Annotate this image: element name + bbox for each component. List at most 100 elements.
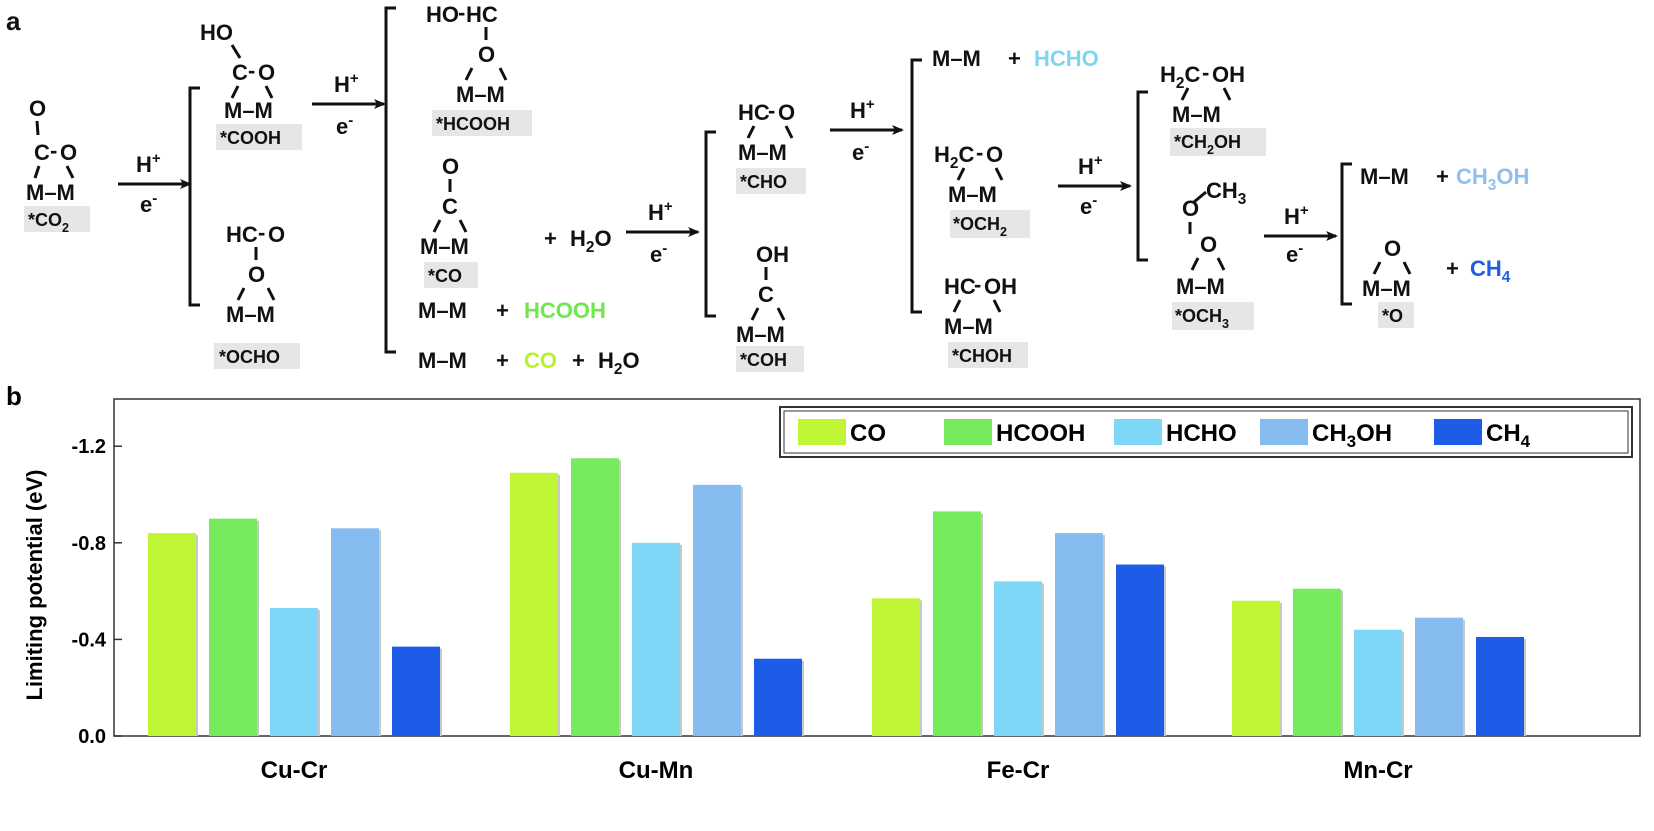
legend: CO HCOOH HCHO CH3OH CH4 (779, 406, 1633, 458)
atom-c: C (758, 282, 774, 307)
atom-mm: M–M (1176, 274, 1225, 299)
label-cooh: *COOH (220, 128, 281, 148)
product-co: CO (524, 348, 557, 373)
atom-hc: HC (738, 100, 770, 125)
label-co: *CO (428, 266, 462, 286)
atom-ho: HO (426, 2, 459, 27)
x-axis-labels: Cu-Cr Cu-Mn Fe-Cr Mn-Cr (261, 757, 1413, 784)
species-choh: HC - OH M–M *CHOH (944, 272, 1028, 368)
desorption-hcho: M–M + HCHO (932, 46, 1099, 71)
atom-h2c: H2​C (934, 142, 974, 172)
bar-ch4-cu-mn (754, 658, 802, 736)
legend-label: CO (850, 420, 886, 447)
y-tick-label: -0.8 (72, 533, 106, 555)
byproduct-h2o: H2​O (570, 226, 612, 256)
arrow-electron: e- (1286, 240, 1303, 267)
atom-oh: OH (1212, 62, 1245, 87)
legend-label: CH4 (1486, 420, 1531, 451)
atom-mm: M–M (456, 82, 505, 107)
desorption-products: M–M + HCOOH M–M + CO + H2​O (418, 298, 640, 378)
y-tick-label: -1.2 (72, 436, 106, 458)
plus-sign: + (1008, 46, 1021, 71)
atom-mm: M–M (1360, 164, 1409, 189)
arrow-proton: H+ (1284, 202, 1309, 229)
bracket-6 (1340, 162, 1352, 306)
bar-co-mn-cr (1232, 600, 1280, 736)
atom-o: O (60, 140, 77, 165)
bracket-1 (188, 86, 200, 307)
atom-mm: M–M (418, 348, 467, 373)
arrow-3: H+ e- (626, 198, 700, 267)
arrow-electron: e- (852, 138, 869, 165)
atom-dash: - (248, 58, 255, 83)
bracket-3 (704, 130, 716, 318)
atom-o: O (478, 42, 495, 67)
arrow-electron: e- (140, 190, 157, 217)
atom-mm: M–M (420, 234, 469, 259)
bar-ch3oh-cu-cr (331, 528, 379, 736)
atom-dash: - (258, 220, 265, 245)
legend-frame (779, 406, 1633, 458)
atom-h2c: H2​C (1160, 62, 1200, 92)
bar-hcho-mn-cr (1354, 629, 1402, 736)
x-tick-label: Fe-Cr (987, 757, 1050, 784)
species-o: O M–M *O + CH4​ (1362, 236, 1511, 328)
bar-hcooh-cu-mn (571, 458, 619, 736)
bar-co-fe-cr (872, 598, 920, 736)
atom-o: O (268, 222, 285, 247)
bar-co-cu-mn (510, 472, 558, 736)
label-cho: *CHO (740, 172, 787, 192)
bar-ch3oh-mn-cr (1415, 617, 1463, 736)
legend-swatch (944, 419, 992, 445)
arrow-proton: H+ (1078, 152, 1103, 179)
panel-b-label: b (6, 385, 22, 411)
desorption-ch3oh: M–M + CH3​OH (1360, 164, 1529, 194)
atom-oh: OH (984, 274, 1017, 299)
species-ch2oh: H2​C - OH M–M *CH2​OH (1160, 60, 1266, 157)
arrow-proton: H+ (648, 198, 673, 225)
plus-sign: + (572, 348, 585, 373)
bracket-4 (910, 58, 922, 314)
bar-hcho-fe-cr (994, 581, 1042, 736)
atom-ho: HO (200, 20, 233, 45)
bar-hcooh-mn-cr (1293, 588, 1341, 736)
y-tick-label: -0.4 (72, 629, 107, 651)
bar-hcooh-cu-cr (209, 518, 257, 736)
atom-mm: M–M (26, 180, 75, 205)
atom-o: O (29, 96, 46, 121)
label-o: *O (1382, 306, 1403, 326)
limiting-potential-chart: b Limiting potential (eV) -1.2 -0.8 -0.4 0.… (6, 385, 1641, 784)
legend-swatch (798, 419, 846, 445)
species-co2: O C - O M–M *CO2​ (24, 96, 90, 235)
atom-mm: M–M (418, 298, 467, 323)
atom-o: O (1200, 232, 1217, 257)
atom-c: C (232, 60, 248, 85)
species-cooh: HO C - O M–M *COOH (200, 20, 302, 150)
atom-o: O (986, 142, 1003, 167)
plus-sign: + (496, 348, 509, 373)
atom-dash: - (976, 140, 983, 165)
arrow-1: H+ e- (118, 150, 192, 217)
atom-mm: M–M (226, 302, 275, 327)
y-axis-ticks: -1.2 -0.8 -0.4 0.0 (72, 436, 122, 748)
bar-ch4-mn-cr (1476, 636, 1524, 736)
atom-o: O (258, 60, 275, 85)
atom-mm: M–M (736, 322, 785, 347)
atom-o: O (778, 100, 795, 125)
bar-co-cu-cr (148, 533, 196, 736)
atom-dash: - (1202, 60, 1209, 85)
byproduct-h2o: H2​O (598, 348, 640, 378)
bar-ch4-cu-cr (392, 646, 440, 736)
plus-sign: + (544, 226, 557, 251)
plus-sign: + (1446, 256, 1459, 281)
bar-hcho-cu-mn (632, 542, 680, 736)
bar-hcooh-fe-cr (933, 511, 981, 736)
x-tick-label: Cu-Mn (619, 757, 694, 784)
arrow-electron: e- (1080, 192, 1097, 219)
species-co: O C M–M *CO + H2​O (420, 154, 612, 288)
species-och2: H2​C - O M–M *OCH2​ (934, 140, 1030, 239)
bar-hcho-cu-cr (270, 608, 318, 736)
legend-label: HCHO (1166, 420, 1237, 447)
atom-mm: M–M (932, 46, 981, 71)
atom-hc: HC (944, 274, 976, 299)
